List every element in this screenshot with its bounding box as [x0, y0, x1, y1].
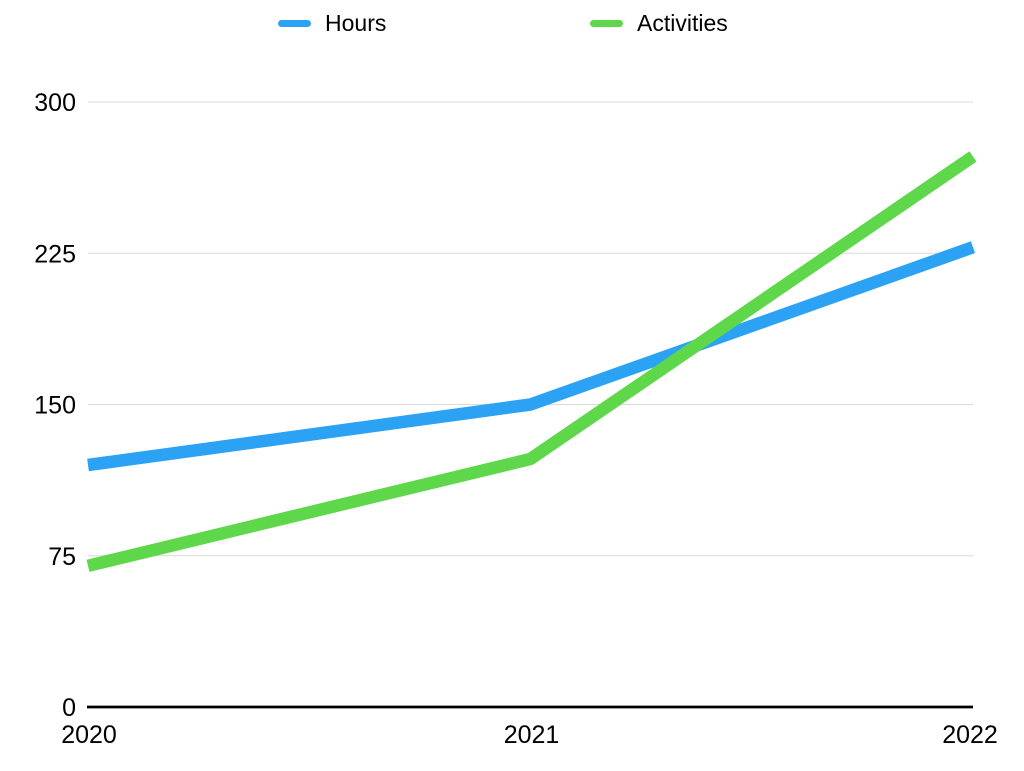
legend-label-activities: Activities: [637, 10, 728, 36]
legend-label-hours: Hours: [325, 10, 387, 36]
x-tick-label-2020: 2020: [61, 721, 117, 749]
x-tick-label-2021: 2021: [504, 721, 560, 749]
series-line-activities: [86, 151, 977, 572]
y-tick-label-300: 300: [34, 89, 76, 117]
legend-item-activities: Activities: [590, 8, 728, 38]
y-tick-label-150: 150: [34, 392, 76, 420]
hours-series-swatch: [278, 19, 311, 27]
y-tick-label-0: 0: [62, 694, 76, 722]
legend-item-hours: Hours: [278, 8, 386, 38]
y-tick-label-225: 225: [34, 240, 76, 268]
x-tick-label-2022: 2022: [942, 721, 998, 749]
activities-series-swatch: [590, 19, 623, 27]
y-tick-label-75: 75: [48, 543, 76, 571]
series-line-hours: [87, 241, 976, 472]
